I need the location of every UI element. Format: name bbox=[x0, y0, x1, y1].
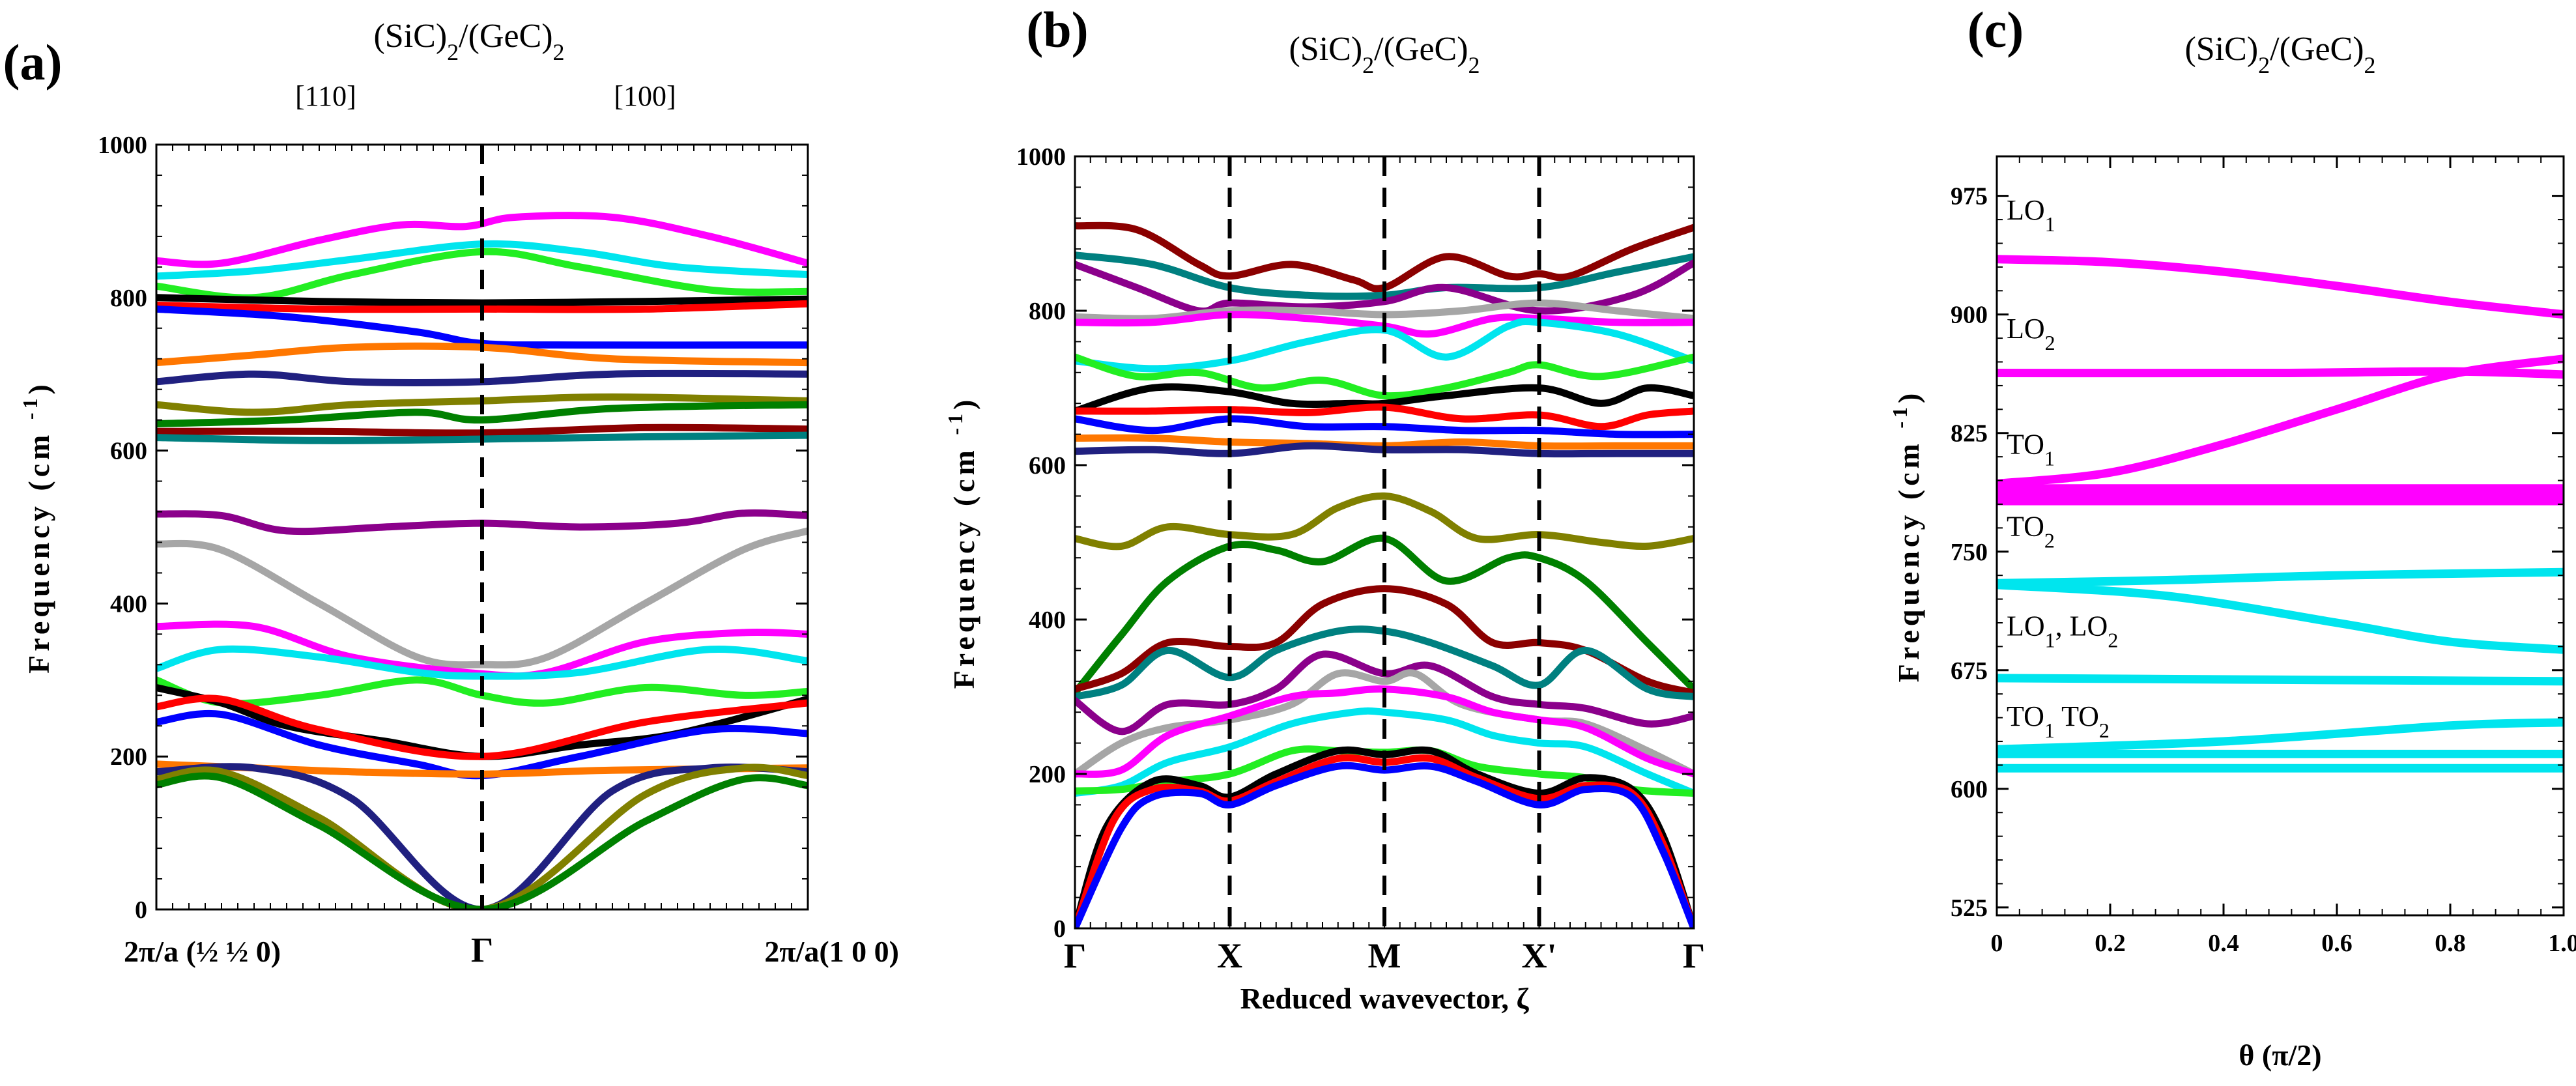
y-tick-label: 975 bbox=[1951, 183, 1988, 210]
y-tick-label: 600 bbox=[1951, 776, 1988, 803]
x-tick-label: 0.6 bbox=[2321, 930, 2353, 957]
series-line-7 bbox=[156, 342, 808, 367]
series-line-22 bbox=[156, 763, 808, 909]
x-tick-label: 2π/a (½ ½ 0) bbox=[124, 935, 281, 968]
series-line-13 bbox=[1075, 492, 1694, 550]
panel-letter: (a) bbox=[3, 34, 63, 91]
series-line-20 bbox=[1075, 707, 1694, 797]
y-tick-label: 1000 bbox=[1016, 143, 1066, 171]
x-tick-label: Γ bbox=[1064, 936, 1086, 975]
series-line-19 bbox=[156, 694, 808, 760]
mode-label: LO1 bbox=[2007, 194, 2055, 236]
panel-title: (SiC)2/(GeC)2 bbox=[1289, 31, 1480, 78]
direction-label: [110] bbox=[295, 80, 356, 112]
panel-letter: (b) bbox=[1026, 1, 1088, 58]
plot-frame bbox=[1996, 155, 2565, 917]
x-axis-title: Reduced wavevector, ζ bbox=[1240, 982, 1530, 1015]
y-tick-label: 400 bbox=[110, 590, 147, 618]
series-line-6 bbox=[156, 305, 808, 349]
y-tick-label: 400 bbox=[1029, 607, 1066, 634]
series-line-9 bbox=[156, 393, 808, 416]
y-tick-label: 825 bbox=[1951, 420, 1988, 448]
panel-c: (c) (SiC)2/(GeC)2 525 600 675 750 825 900 975 Fre… bbox=[1888, 1, 2576, 1072]
x-tick-label: 2π/a(1 0 0) bbox=[764, 935, 899, 968]
x-tick-label: 0.2 bbox=[2095, 930, 2126, 957]
panel-title: (SiC)2/(GeC)2 bbox=[2184, 31, 2375, 78]
series-line-10 bbox=[1997, 718, 2564, 754]
y-tick-label: 750 bbox=[1951, 539, 1988, 566]
y-tick-label: 200 bbox=[110, 743, 147, 771]
x-tick-label: 0.4 bbox=[2208, 930, 2239, 957]
series-line-1 bbox=[1997, 255, 2564, 319]
series-line-24 bbox=[1075, 762, 1694, 928]
y-axis-title: Frequency (cm -1) bbox=[18, 380, 55, 674]
y-tick-label: 600 bbox=[110, 438, 147, 465]
x-tick-label: Γ bbox=[471, 930, 493, 969]
y-tick-label: 800 bbox=[1029, 298, 1066, 325]
x-axis-title: θ (π/2) bbox=[2239, 1038, 2321, 1072]
x-tick-label: M bbox=[1368, 936, 1401, 975]
series-line-22 bbox=[1075, 746, 1694, 928]
series-line-24 bbox=[156, 772, 808, 909]
y-tick-label: 0 bbox=[1053, 915, 1066, 943]
series-line-1 bbox=[1075, 221, 1694, 293]
series-line-8 bbox=[156, 369, 808, 386]
mode-label: LO2 bbox=[2007, 313, 2055, 354]
y-axis-title: Frequency (cm -1) bbox=[1888, 390, 1925, 683]
x-tick-label: Γ bbox=[1683, 936, 1705, 975]
y-tick-label: 200 bbox=[1029, 761, 1066, 788]
series-line-6 bbox=[1075, 317, 1694, 373]
series-line-14 bbox=[156, 527, 808, 669]
x-tick-label: 0 bbox=[1991, 930, 2003, 957]
y-tick-label: 525 bbox=[1951, 894, 1988, 922]
panel-a: (a) (SiC)2/(GeC)2 0 200 400 600 800 1000 Frequen… bbox=[3, 18, 899, 969]
series-line-2 bbox=[1997, 367, 2564, 379]
series-line-8 bbox=[1997, 580, 2564, 654]
mode-label: TO2 bbox=[2007, 511, 2055, 552]
series-line-5 bbox=[1075, 311, 1694, 338]
y-axis-title: Frequency (cm -1) bbox=[943, 396, 980, 689]
x-tick-label: X' bbox=[1522, 936, 1557, 975]
series-line-1 bbox=[156, 212, 808, 268]
x-tick-label: 0.8 bbox=[2435, 930, 2466, 957]
series-group bbox=[1997, 255, 2564, 773]
series-line-3 bbox=[1997, 354, 2564, 488]
y-tick-label: 1000 bbox=[98, 132, 147, 159]
series-line-10 bbox=[1075, 415, 1694, 438]
x-tick-label: X bbox=[1217, 936, 1242, 975]
direction-label: [100] bbox=[614, 80, 676, 112]
series-line-8 bbox=[1075, 383, 1694, 415]
y-tick-label: 900 bbox=[1951, 302, 1988, 329]
x-tick-label: 1.0 bbox=[2548, 930, 2576, 957]
y-tick-label: 0 bbox=[135, 896, 147, 924]
series-line-18 bbox=[1075, 669, 1694, 778]
mode-label: LO1, LO2 bbox=[2007, 610, 2118, 651]
series-line-9 bbox=[1997, 674, 2564, 686]
mode-label: TO1 bbox=[2007, 428, 2055, 470]
panel-b: (b) (SiC)2/(GeC)2 0 200 400 600 800 1000 Frequen… bbox=[943, 1, 1705, 1015]
series-line-10 bbox=[156, 401, 808, 427]
series-line-16 bbox=[156, 645, 808, 680]
mode-label: TO1 TO2 bbox=[2007, 700, 2110, 742]
y-tick-label: 675 bbox=[1951, 657, 1988, 685]
panel-letter: (c) bbox=[1968, 1, 2024, 58]
y-tick-label: 600 bbox=[1029, 452, 1066, 479]
series-line-9 bbox=[1075, 403, 1694, 431]
panel-title: (SiC)2/(GeC)2 bbox=[373, 18, 564, 65]
y-tick-label: 800 bbox=[110, 285, 147, 312]
series-line-7 bbox=[1997, 567, 2564, 588]
series-line-7 bbox=[1075, 353, 1694, 400]
